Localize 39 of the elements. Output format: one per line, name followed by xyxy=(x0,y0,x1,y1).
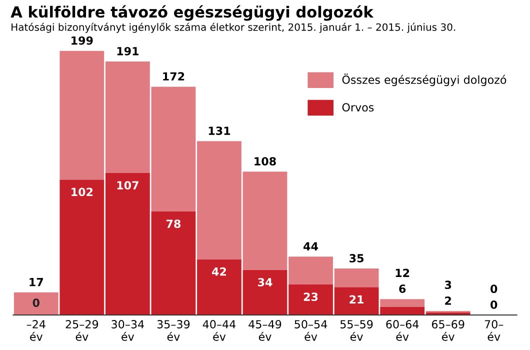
total-label: 131 xyxy=(208,126,230,135)
total-label: 199 xyxy=(72,36,93,45)
x-tick-label: 30–34 év xyxy=(112,320,144,341)
data-label: 34 xyxy=(258,278,272,286)
data-label: 107 xyxy=(117,181,138,190)
x-tick-label: 55–59 év xyxy=(340,320,373,341)
x-tick-label: –24 év xyxy=(26,320,46,341)
bar xyxy=(14,292,58,315)
data-label: 6 xyxy=(399,284,406,293)
x-tick-label: 45–49 év xyxy=(248,320,282,341)
x-tick-label: 70– év xyxy=(484,320,504,341)
x-tick-label: 50–54 év xyxy=(294,320,328,341)
total-label: 0 xyxy=(490,300,498,309)
data-label: 78 xyxy=(166,220,180,228)
chart-title: A külföldre távozó egészségügyi dolgozók xyxy=(10,5,374,21)
legend-label: Összes egészségügyi dolgozó xyxy=(342,74,506,86)
x-tick-label: 40–44 év xyxy=(202,320,236,341)
x-tick-label: 65–69 év xyxy=(432,320,464,341)
total-label: 191 xyxy=(117,46,139,56)
total-label: 172 xyxy=(163,72,184,80)
total-label: 35 xyxy=(350,254,364,262)
data-label: 0 xyxy=(32,298,40,307)
data-label: 0 xyxy=(490,284,498,294)
data-label: 42 xyxy=(212,267,226,276)
total-label: 12 xyxy=(396,268,410,277)
total-label: 108 xyxy=(254,157,276,166)
data-label: 21 xyxy=(350,295,364,304)
bar xyxy=(380,299,425,308)
x-tick-label: 60–64 év xyxy=(386,320,419,341)
legend-label: Orvos xyxy=(342,103,374,112)
total-label: 17 xyxy=(30,278,43,286)
total-label: 44 xyxy=(304,242,318,250)
total-label: 3 xyxy=(444,280,452,290)
x-tick-label: 25–29 év xyxy=(66,320,98,341)
chart-subtitle: Hatósági bizonyítványt igénylők száma életkor szerint, 2015. január 1. – 2015. június 30. xyxy=(12,22,456,33)
x-tick-label: 35–39 év xyxy=(157,320,190,341)
data-label: 102 xyxy=(72,188,93,196)
data-label: 2 xyxy=(445,296,451,305)
data-label: 23 xyxy=(304,292,318,301)
